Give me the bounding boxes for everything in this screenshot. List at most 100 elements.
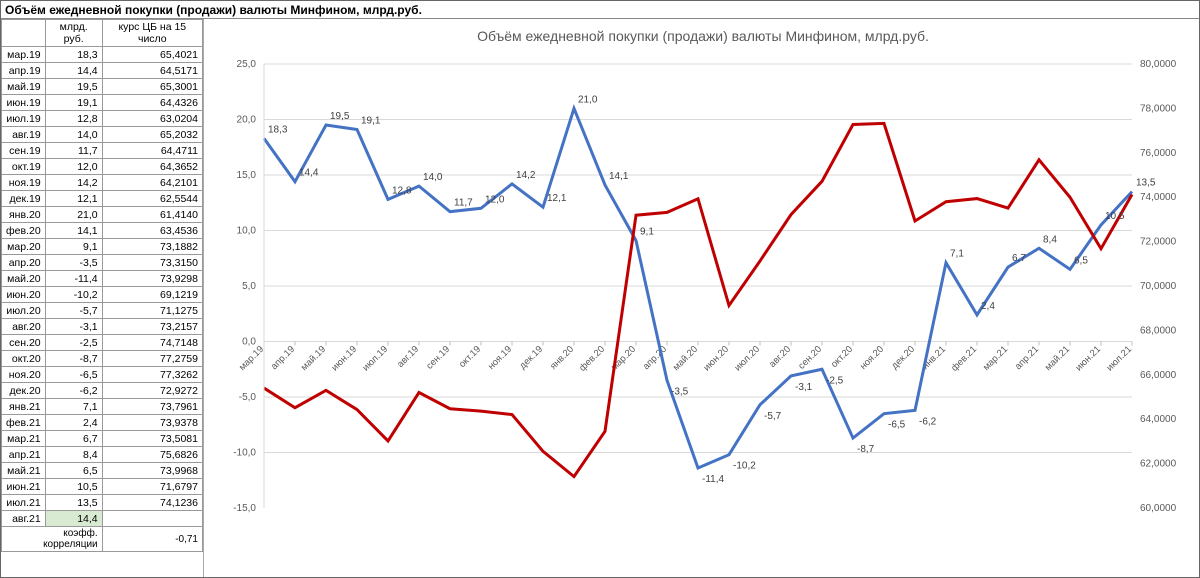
svg-text:64,0000: 64,0000 <box>1140 414 1177 425</box>
svg-text:май.20: май.20 <box>671 344 700 373</box>
svg-text:13,5: 13,5 <box>1136 178 1156 189</box>
svg-text:Объём ежедневной покупки (прод: Объём ежедневной покупки (продажи) валют… <box>477 28 929 44</box>
line-chart: Объём ежедневной покупки (продажи) валют… <box>204 19 1200 578</box>
table-row: фев.212,473,9378 <box>2 415 203 431</box>
svg-text:дек.19: дек.19 <box>517 344 545 372</box>
table-row: авг.1914,065,2032 <box>2 127 203 143</box>
svg-text:авг.20: авг.20 <box>767 344 793 370</box>
svg-text:-11,4: -11,4 <box>702 474 724 485</box>
table-row: июл.20-5,771,1275 <box>2 303 203 319</box>
svg-text:июн.19: июн.19 <box>330 344 360 374</box>
svg-text:18,3: 18,3 <box>268 124 288 135</box>
svg-text:окт.19: окт.19 <box>457 344 483 370</box>
svg-text:-10,2: -10,2 <box>733 461 756 472</box>
svg-text:10,0: 10,0 <box>237 226 257 237</box>
svg-text:май.19: май.19 <box>299 344 328 373</box>
svg-text:фев.20: фев.20 <box>577 344 607 374</box>
svg-text:янв.20: янв.20 <box>548 344 576 372</box>
svg-text:-5,0: -5,0 <box>239 392 257 403</box>
table-row: окт.20-8,777,2759 <box>2 351 203 367</box>
svg-text:19,5: 19,5 <box>330 111 350 122</box>
svg-text:74,0000: 74,0000 <box>1140 192 1177 203</box>
svg-text:62,0000: 62,0000 <box>1140 459 1177 470</box>
svg-text:-8,7: -8,7 <box>857 444 875 455</box>
svg-text:12,0: 12,0 <box>485 194 505 205</box>
svg-text:19,1: 19,1 <box>361 115 381 126</box>
svg-text:авг.19: авг.19 <box>395 344 421 370</box>
svg-text:апр.19: апр.19 <box>269 344 297 372</box>
svg-text:6,5: 6,5 <box>1074 255 1088 266</box>
corr-value: -0,71 <box>102 527 202 552</box>
svg-text:ноя.19: ноя.19 <box>486 344 514 372</box>
table-row: мар.1918,365,4021 <box>2 47 203 63</box>
svg-text:-6,5: -6,5 <box>888 420 906 431</box>
svg-text:сен.19: сен.19 <box>424 344 452 372</box>
table-row: окт.1912,064,3652 <box>2 159 203 175</box>
svg-text:-5,7: -5,7 <box>764 411 782 422</box>
col-volume: млрд. руб. <box>45 20 102 47</box>
svg-text:сен.20: сен.20 <box>796 344 824 372</box>
svg-text:июн.21: июн.21 <box>1074 344 1104 374</box>
svg-text:20,0: 20,0 <box>237 115 257 126</box>
page-title: Объём ежедневной покупки (продажи) валют… <box>1 1 1199 19</box>
table-row: июл.1912,863,0204 <box>2 111 203 127</box>
table-row: ноя.1914,264,2101 <box>2 175 203 191</box>
svg-text:78,0000: 78,0000 <box>1140 103 1177 114</box>
table-row: апр.218,475,6826 <box>2 447 203 463</box>
svg-text:2,4: 2,4 <box>981 301 995 312</box>
svg-text:8,4: 8,4 <box>1043 234 1057 245</box>
svg-text:21,0: 21,0 <box>578 94 598 105</box>
svg-text:68,0000: 68,0000 <box>1140 325 1177 336</box>
svg-text:25,0: 25,0 <box>237 59 257 70</box>
svg-text:-15,0: -15,0 <box>233 503 256 514</box>
svg-text:14,2: 14,2 <box>516 170 536 181</box>
svg-text:-3,5: -3,5 <box>671 386 689 397</box>
svg-text:72,0000: 72,0000 <box>1140 237 1177 248</box>
svg-text:окт.20: окт.20 <box>829 344 855 370</box>
col-blank <box>2 20 46 47</box>
svg-text:80,0000: 80,0000 <box>1140 59 1177 70</box>
table-row: янв.217,173,7961 <box>2 399 203 415</box>
svg-text:0,0: 0,0 <box>242 337 256 348</box>
table-row: апр.20-3,573,3150 <box>2 255 203 271</box>
table-row: дек.20-6,272,9272 <box>2 383 203 399</box>
table-row: авг.20-3,173,2157 <box>2 319 203 335</box>
svg-text:6,7: 6,7 <box>1012 253 1026 264</box>
svg-text:10,5: 10,5 <box>1105 211 1125 222</box>
svg-text:12,1: 12,1 <box>547 193 567 204</box>
svg-text:июл.20: июл.20 <box>732 344 762 374</box>
table-row: авг.2114,4 <box>2 511 203 527</box>
svg-text:15,0: 15,0 <box>237 170 257 181</box>
svg-text:66,0000: 66,0000 <box>1140 370 1177 381</box>
svg-text:июн.20: июн.20 <box>702 344 732 374</box>
table-row: май.20-11,473,9298 <box>2 271 203 287</box>
table-row: июн.20-10,269,1219 <box>2 287 203 303</box>
data-table: млрд. руб. курс ЦБ на 15 число мар.1918,… <box>1 19 203 552</box>
table-row: июл.2113,574,1236 <box>2 495 203 511</box>
table-row: дек.1912,162,5544 <box>2 191 203 207</box>
svg-text:дек.20: дек.20 <box>889 344 917 372</box>
corr-label: коэфф. корреляции <box>2 527 103 552</box>
svg-text:14,1: 14,1 <box>609 171 629 182</box>
svg-text:-2,5: -2,5 <box>826 375 844 386</box>
table-row: июн.1919,164,4326 <box>2 95 203 111</box>
svg-text:70,0000: 70,0000 <box>1140 281 1177 292</box>
svg-text:14,0: 14,0 <box>423 172 443 183</box>
svg-text:мар.21: мар.21 <box>981 344 1010 373</box>
svg-text:-10,0: -10,0 <box>233 448 256 459</box>
table-row: янв.2021,061,4140 <box>2 207 203 223</box>
svg-text:-6,2: -6,2 <box>919 416 937 427</box>
svg-text:14,4: 14,4 <box>299 168 319 179</box>
table-row: мар.216,773,5081 <box>2 431 203 447</box>
svg-text:мар.19: мар.19 <box>237 344 266 373</box>
svg-text:фев.21: фев.21 <box>949 344 979 374</box>
table-row: апр.1914,464,5171 <box>2 63 203 79</box>
svg-text:5,0: 5,0 <box>242 281 256 292</box>
table-row: май.1919,565,3001 <box>2 79 203 95</box>
svg-text:9,1: 9,1 <box>640 226 654 237</box>
chart-area: Объём ежедневной покупки (продажи) валют… <box>204 19 1200 578</box>
svg-text:ноя.20: ноя.20 <box>858 344 886 372</box>
svg-text:76,0000: 76,0000 <box>1140 148 1177 159</box>
svg-text:июл.21: июл.21 <box>1104 344 1134 374</box>
svg-text:апр.21: апр.21 <box>1013 344 1041 372</box>
